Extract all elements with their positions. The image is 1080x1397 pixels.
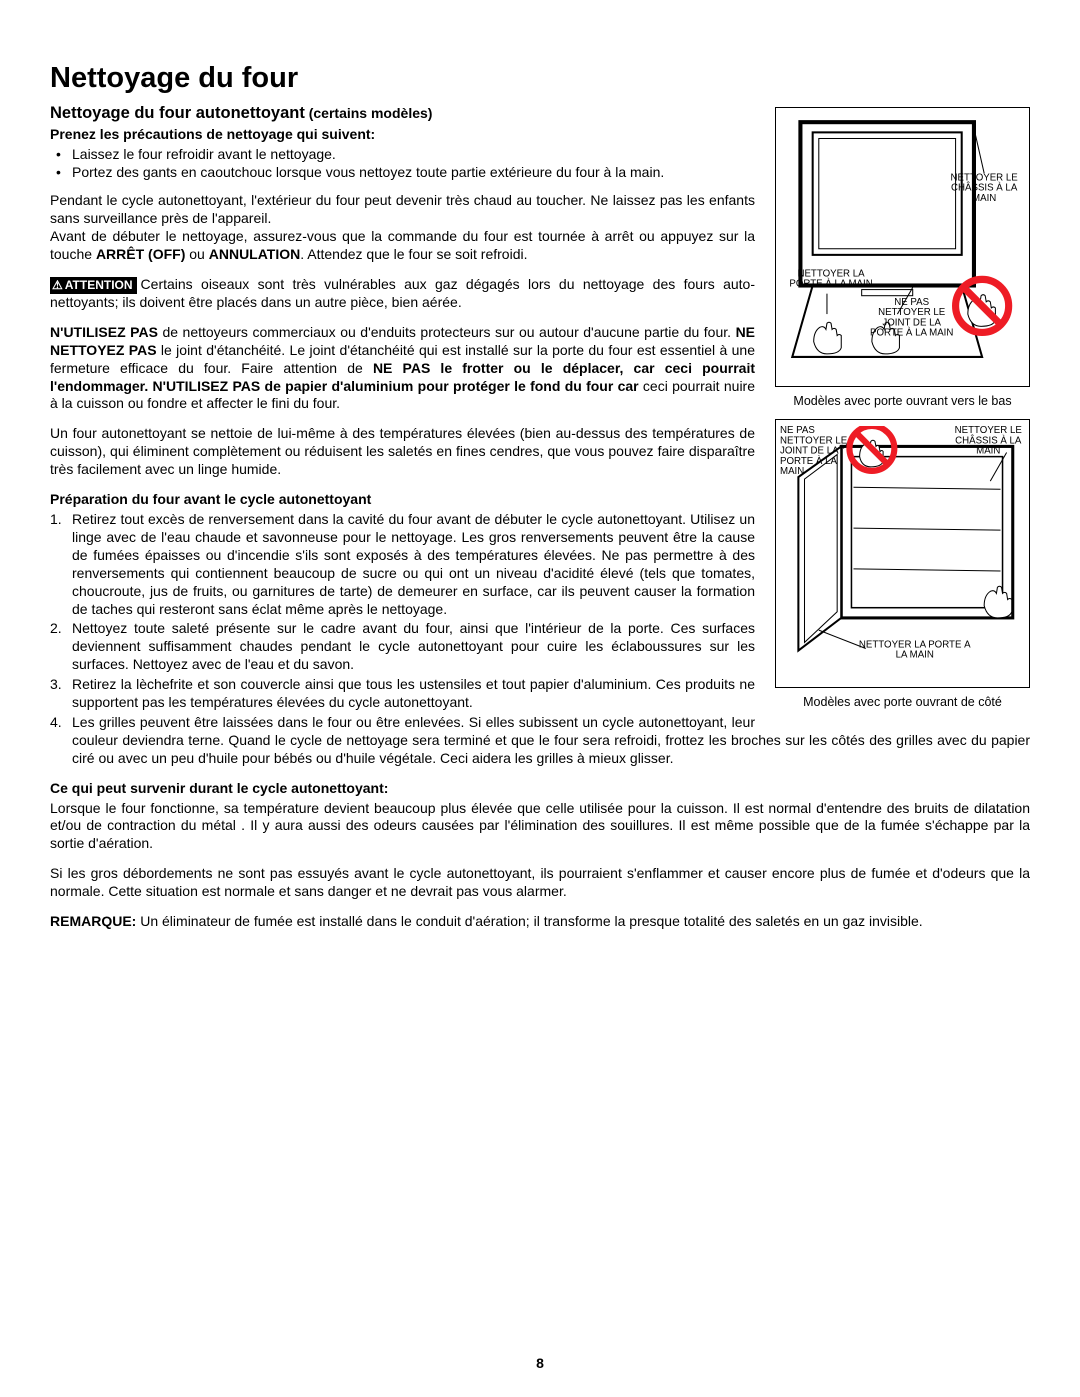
page-number: 8 bbox=[0, 1355, 1080, 1373]
label-gasket: NE PAS NETTOYER LE JOINT DE LA PORTE À L… bbox=[780, 426, 847, 477]
list-item: 2.Nettoyez toute saleté présente sur le … bbox=[50, 620, 1030, 674]
prohibit-icon bbox=[849, 426, 894, 471]
bullet-item: Laissez le four refroidir avant le netto… bbox=[72, 146, 1030, 164]
list-item: 1.Retirez tout excès de renversement dan… bbox=[50, 511, 1030, 618]
bullet-item: Portez des gants en caoutchouc lorsque v… bbox=[72, 164, 1030, 182]
prohibit-icon bbox=[956, 279, 1009, 332]
paragraph: Lorsque le four fonctionne, sa températu… bbox=[50, 800, 1030, 854]
precautions-list: Laissez le four refroidir avant le netto… bbox=[72, 146, 1030, 182]
label-gasket: NE PAS NETTOYER LE JOINT DE LA PORTE À L… bbox=[868, 298, 956, 339]
attention-badge: ⚠ATTENTION bbox=[50, 277, 137, 294]
label-door: NETTOYER LA PORTE À LA MAIN bbox=[780, 269, 882, 289]
hand-icon bbox=[814, 322, 842, 354]
cycle-heading: Ce qui peut survenir durant le cycle aut… bbox=[50, 780, 1030, 798]
figure1-caption: Modèles avec porte ouvrant vers le bas bbox=[775, 393, 1030, 409]
prep-list: 1.Retirez tout excès de renversement dan… bbox=[50, 511, 1030, 768]
list-item: 3.Retirez la lèchefrite et son couvercle… bbox=[50, 676, 1030, 712]
warning-icon: ⚠ bbox=[52, 278, 63, 293]
page-title: Nettoyage du four bbox=[50, 60, 1030, 97]
remark-paragraph: REMARQUE: Un éliminateur de fumée est in… bbox=[50, 913, 1030, 931]
paragraph: Si les gros débordements ne sont pas ess… bbox=[50, 865, 1030, 901]
label-frame: NETTOYER LE CHÂSSIS À LA MAIN bbox=[947, 426, 1025, 457]
list-item: 4.Les grilles peuvent être laissées dans… bbox=[50, 714, 1030, 768]
